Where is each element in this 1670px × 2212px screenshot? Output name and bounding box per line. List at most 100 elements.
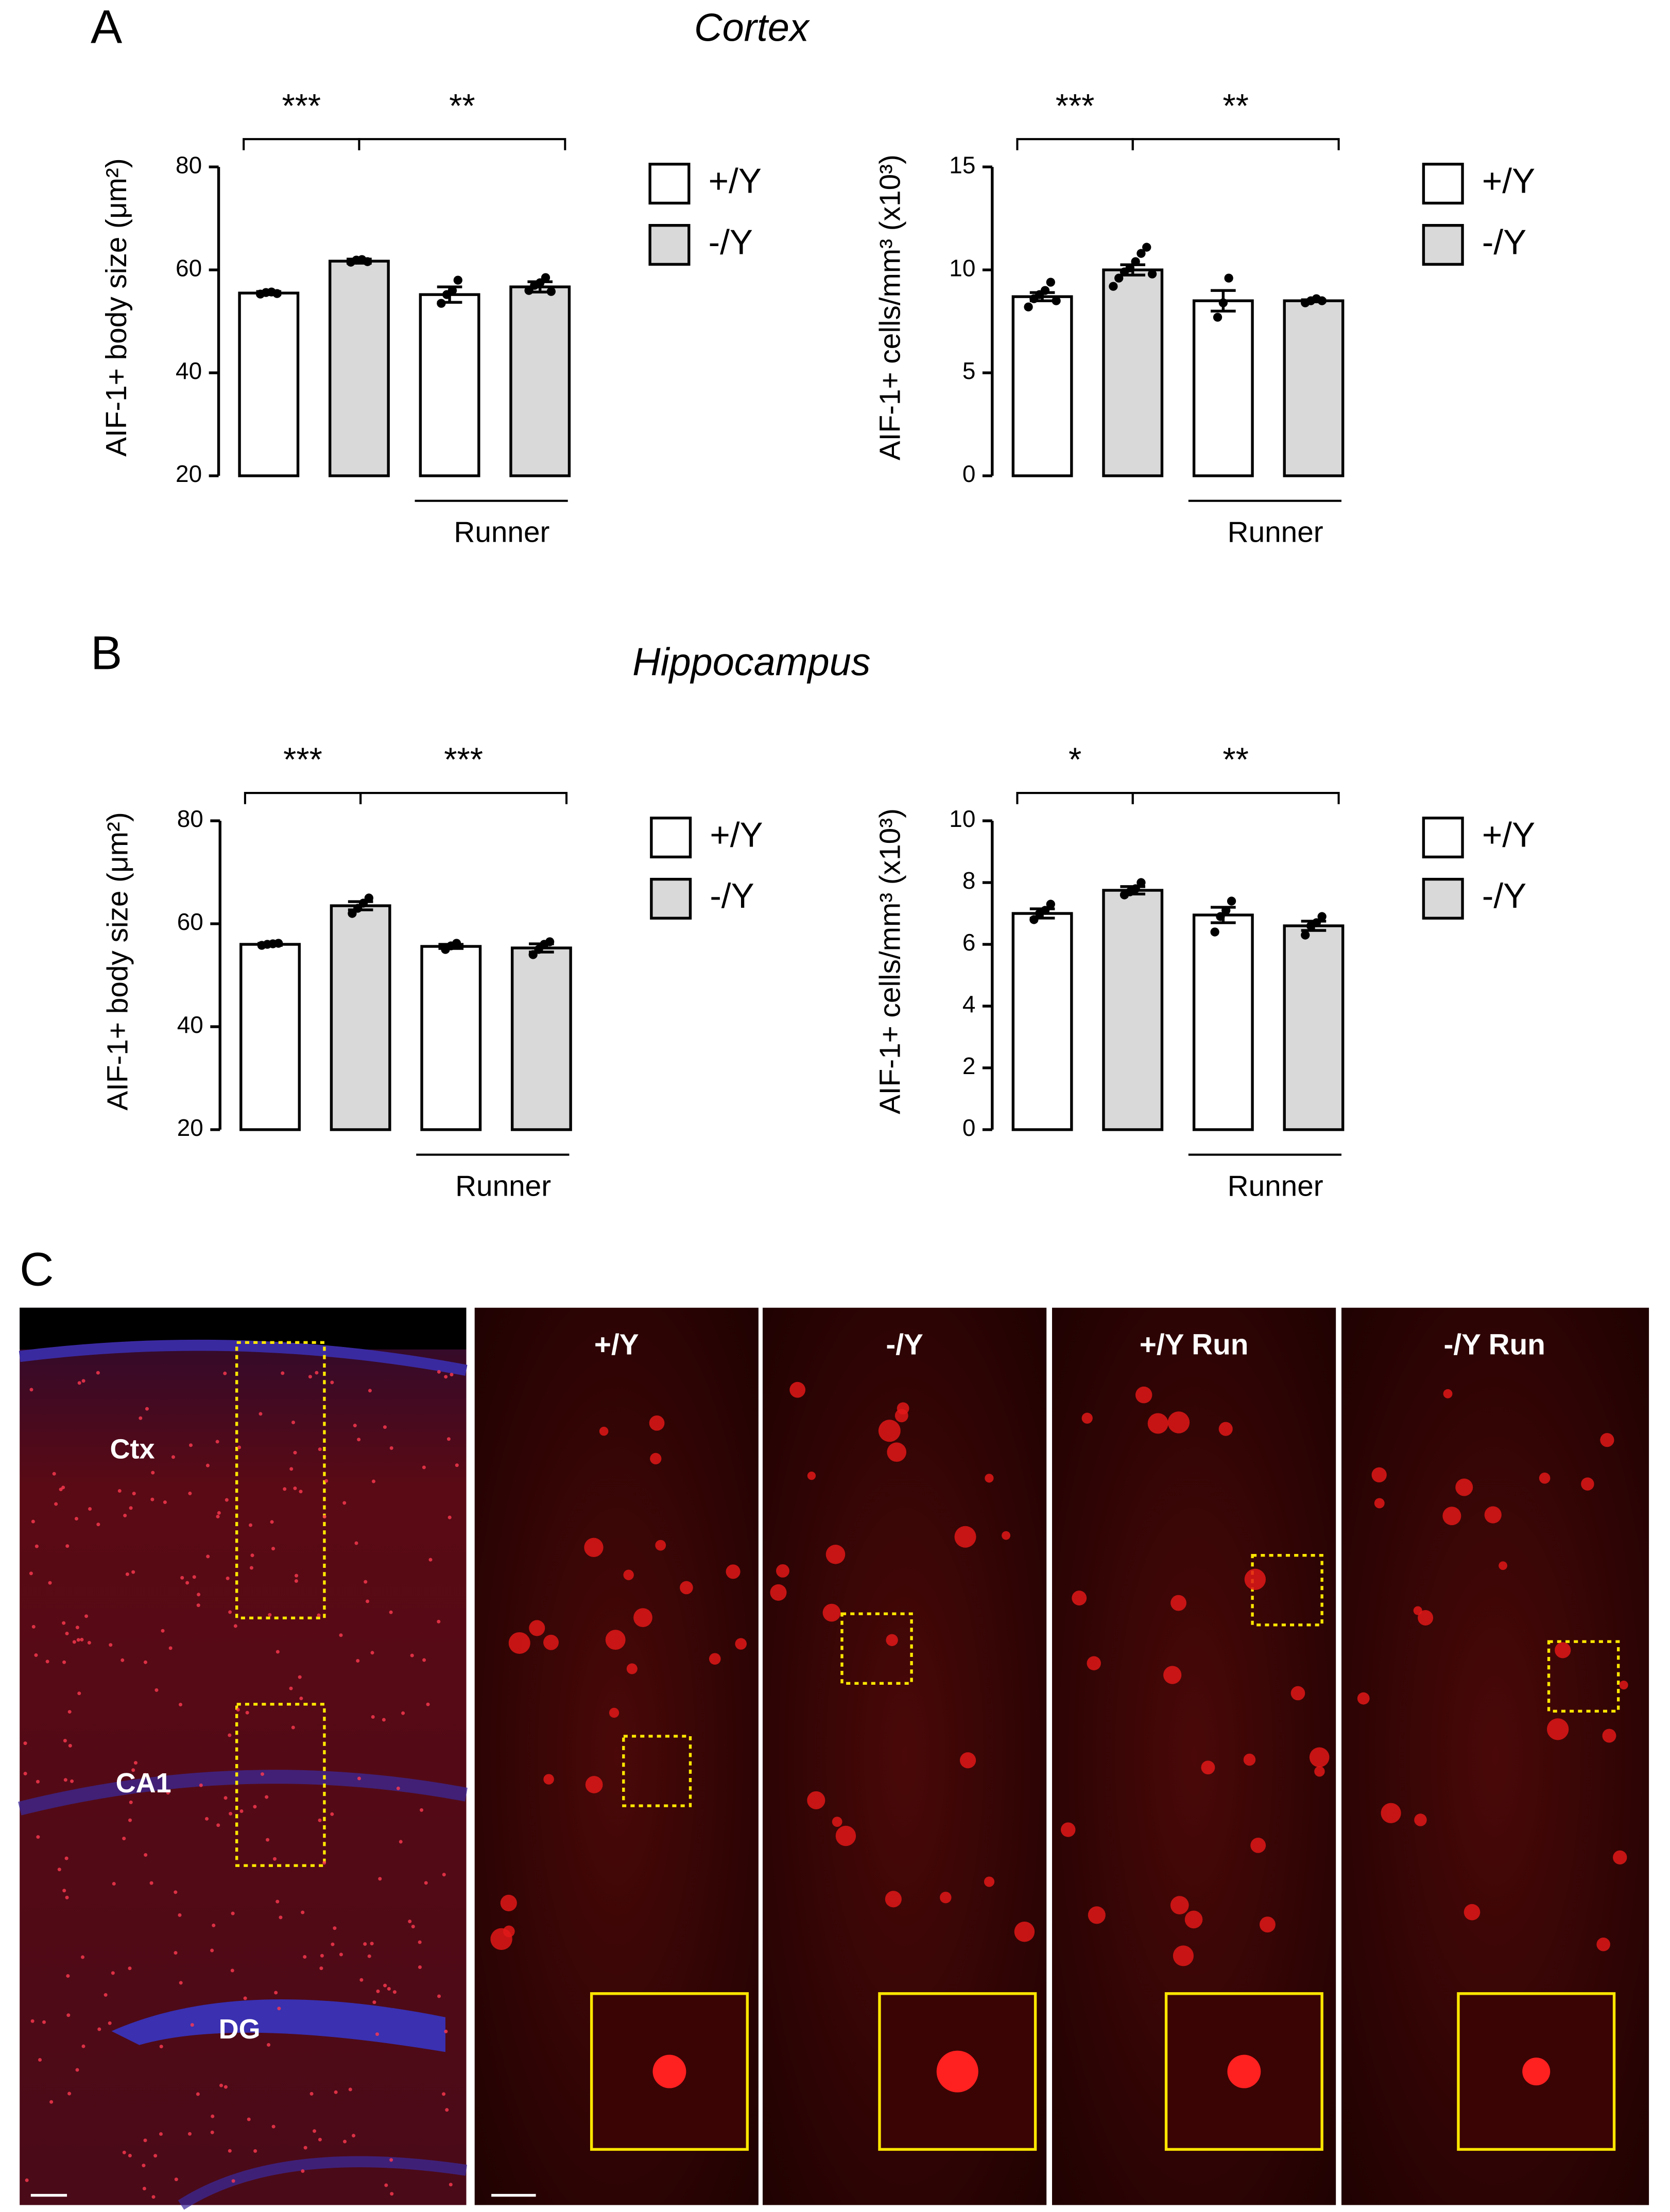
roi-box bbox=[1251, 1554, 1323, 1627]
group-label: Runner bbox=[1228, 516, 1323, 549]
cell bbox=[88, 1507, 92, 1511]
cell bbox=[886, 1634, 898, 1646]
cell bbox=[375, 2032, 380, 2036]
cell bbox=[936, 2050, 978, 2093]
cell bbox=[396, 1786, 400, 1790]
cell bbox=[1170, 1896, 1189, 1914]
cell bbox=[354, 1541, 358, 1545]
cell bbox=[357, 1438, 361, 1442]
cell bbox=[128, 2154, 132, 2158]
cell bbox=[38, 2058, 42, 2062]
cell bbox=[418, 1940, 422, 1944]
cell bbox=[447, 1515, 452, 1519]
cell bbox=[832, 1817, 842, 1827]
cell bbox=[59, 1488, 63, 1492]
cell bbox=[289, 1686, 293, 1690]
cell bbox=[112, 1881, 116, 1886]
cell bbox=[236, 1707, 240, 1712]
cell bbox=[237, 1445, 242, 1449]
cell bbox=[143, 2138, 147, 2142]
data-point bbox=[272, 289, 282, 298]
cell bbox=[239, 1809, 244, 1813]
data-point bbox=[1147, 269, 1157, 279]
bar bbox=[1011, 295, 1073, 477]
cell bbox=[199, 1783, 203, 1787]
cell bbox=[303, 2146, 307, 2150]
chart: 20 40 60 80 AIF-1+ body size (μm²) +/Y -/Y *** *… bbox=[102, 741, 763, 1203]
cell bbox=[23, 1772, 27, 1776]
bar bbox=[419, 293, 480, 477]
cell bbox=[735, 1638, 747, 1650]
data-point bbox=[1029, 915, 1039, 924]
cell bbox=[807, 1471, 816, 1480]
cell bbox=[196, 1603, 200, 1608]
cell bbox=[97, 2027, 101, 2031]
legend-label: +/Y bbox=[709, 162, 762, 200]
panel-label: A bbox=[91, 1, 123, 54]
cell bbox=[626, 1663, 638, 1674]
cell bbox=[151, 1471, 155, 1475]
cell bbox=[825, 1545, 846, 1564]
data-point bbox=[1224, 273, 1233, 283]
cell bbox=[1374, 1498, 1385, 1509]
cell bbox=[142, 2187, 146, 2191]
data-point bbox=[1317, 912, 1327, 921]
cell bbox=[250, 1553, 254, 1558]
cell bbox=[190, 2023, 194, 2027]
cell bbox=[894, 1409, 908, 1423]
cell bbox=[125, 1572, 129, 1576]
cell bbox=[247, 2117, 251, 2121]
cell bbox=[455, 1463, 459, 1467]
cell bbox=[822, 1603, 841, 1622]
cell bbox=[370, 1651, 374, 1655]
significance-label: *** bbox=[282, 87, 321, 125]
cell bbox=[652, 2054, 686, 2088]
cell bbox=[229, 1811, 233, 1816]
region-label: Ctx bbox=[110, 1433, 155, 1464]
cell bbox=[196, 2092, 200, 2096]
cell bbox=[364, 1580, 368, 1584]
cell bbox=[163, 1500, 167, 1504]
cell bbox=[260, 1772, 264, 1776]
cell bbox=[128, 1818, 132, 1822]
cell bbox=[49, 2100, 54, 2104]
cell bbox=[1135, 1386, 1152, 1404]
cell bbox=[272, 1857, 277, 1861]
cell bbox=[313, 2129, 317, 2133]
cell bbox=[1014, 1921, 1035, 1942]
cell bbox=[253, 2149, 257, 2153]
cell bbox=[984, 1876, 995, 1887]
cell bbox=[123, 1513, 127, 1517]
cell bbox=[206, 1554, 210, 1559]
cell bbox=[80, 1637, 84, 1641]
cell bbox=[63, 1739, 67, 1743]
legend-swatch bbox=[1422, 877, 1464, 920]
cell bbox=[75, 2068, 79, 2072]
y-tick-label: 80 bbox=[177, 805, 203, 832]
cell bbox=[139, 1416, 143, 1420]
cell bbox=[35, 1544, 39, 1548]
cell bbox=[149, 1881, 153, 1885]
legend-label: -/Y bbox=[710, 877, 754, 915]
cell bbox=[383, 1983, 387, 1988]
cell bbox=[424, 1881, 428, 1885]
section-title: Cortex bbox=[694, 6, 811, 49]
cell bbox=[324, 1479, 329, 1483]
cell bbox=[301, 2169, 305, 2173]
cell bbox=[401, 1711, 405, 1715]
cell bbox=[449, 2183, 453, 2187]
significance-label: *** bbox=[444, 741, 483, 779]
cell bbox=[363, 1942, 367, 1946]
cell bbox=[878, 1420, 901, 1442]
cell bbox=[226, 1576, 230, 1580]
bar bbox=[510, 946, 572, 1131]
cell bbox=[408, 1920, 412, 1924]
cell bbox=[446, 1437, 451, 1441]
bar bbox=[509, 285, 571, 477]
cell bbox=[67, 1710, 72, 1714]
cell bbox=[299, 1697, 303, 1701]
panel-label: C bbox=[20, 1243, 54, 1295]
cell bbox=[291, 1421, 296, 1425]
cell bbox=[378, 1877, 382, 1881]
cell bbox=[371, 1479, 375, 1483]
